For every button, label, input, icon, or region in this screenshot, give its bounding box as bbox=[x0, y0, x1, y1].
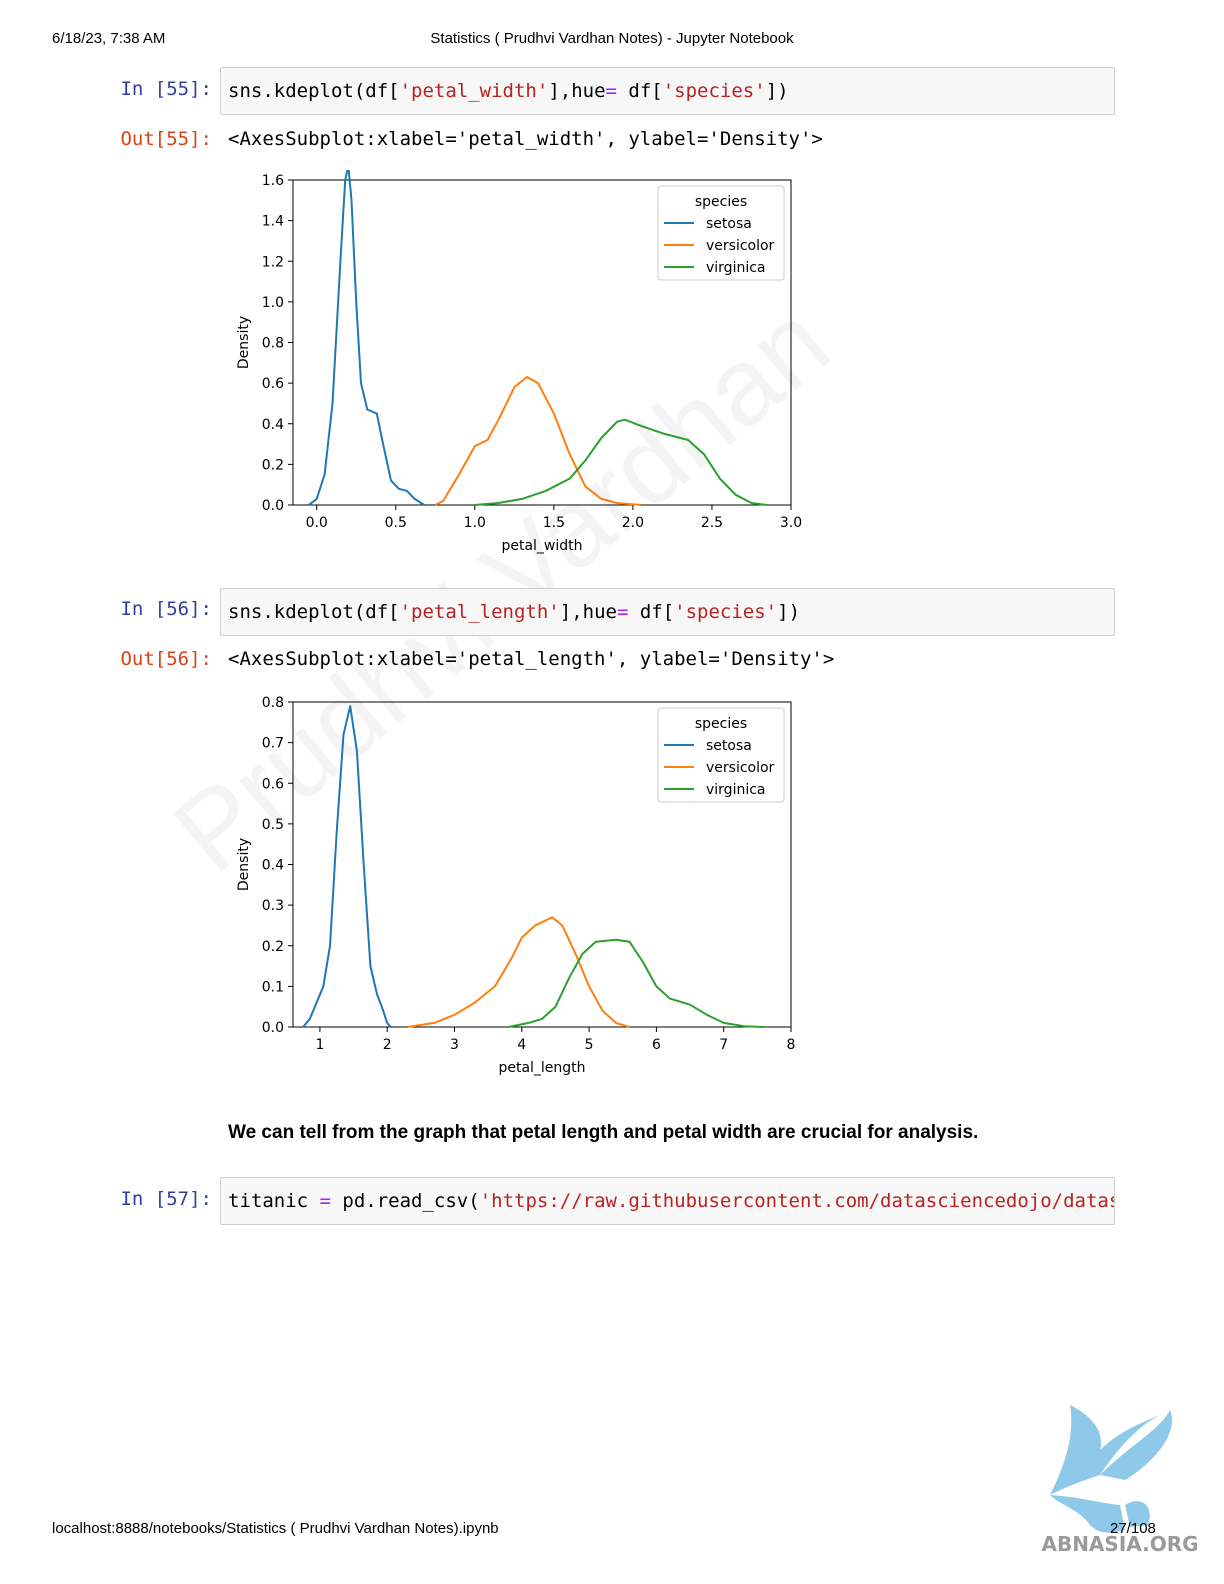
code-string: 'petal_width' bbox=[399, 80, 549, 102]
code-token: ]) bbox=[777, 601, 801, 623]
code-cell-input[interactable]: sns.kdeplot(df['petal_width'],hue= df['s… bbox=[220, 67, 1115, 115]
y-tick-label: 1.4 bbox=[262, 214, 284, 230]
logo-text: ABNASIA.ORG bbox=[1041, 1532, 1198, 1555]
x-tick-label: 3.0 bbox=[780, 515, 802, 531]
y-tick-label: 0.4 bbox=[262, 417, 284, 433]
code-token: ],hue bbox=[548, 80, 606, 102]
y-tick-label: 0.1 bbox=[262, 979, 284, 995]
x-tick-label: 3 bbox=[450, 1037, 459, 1053]
y-tick-label: 0.4 bbox=[262, 858, 284, 874]
y-tick-label: 0.7 bbox=[262, 736, 284, 752]
code-cell-input[interactable]: sns.kdeplot(df['petal_length'],hue= df['… bbox=[220, 588, 1115, 636]
x-tick-label: 1.0 bbox=[464, 515, 486, 531]
y-tick-label: 0.0 bbox=[262, 498, 284, 514]
code-token: titanic bbox=[228, 1190, 320, 1212]
x-tick-label: 5 bbox=[585, 1037, 594, 1053]
x-tick-label: 0.5 bbox=[385, 515, 407, 531]
y-axis-label: Density bbox=[236, 316, 252, 369]
output-text: <AxesSubplot:xlabel='petal_length', ylab… bbox=[228, 648, 835, 670]
notebook-title: Statistics ( Prudhvi Vardhan Notes) - Ju… bbox=[430, 30, 794, 47]
x-tick-label: 4 bbox=[517, 1037, 526, 1053]
y-tick-label: 0.6 bbox=[262, 376, 284, 392]
series-line-setosa bbox=[302, 705, 392, 1028]
series-line-versicolor bbox=[434, 376, 641, 506]
output-prompt: Out[55]: bbox=[120, 128, 212, 150]
x-tick-label: 2.5 bbox=[701, 515, 723, 531]
x-tick-label: 1.5 bbox=[543, 515, 565, 531]
legend-box bbox=[657, 707, 785, 803]
legend-title: species bbox=[695, 716, 747, 732]
y-tick-label: 1.0 bbox=[262, 295, 284, 311]
x-tick-label: 7 bbox=[719, 1037, 728, 1053]
print-header: 6/18/23, 7:38 AM Statistics ( Prudhvi Va… bbox=[52, 30, 1172, 50]
x-axis-label: petal_width bbox=[501, 538, 582, 554]
y-tick-label: 0.6 bbox=[262, 776, 284, 792]
code-string: 'species' bbox=[662, 80, 766, 102]
y-axis-label: Density bbox=[236, 838, 252, 891]
series-line-versicolor bbox=[407, 916, 630, 1028]
legend-title: species bbox=[695, 194, 747, 210]
code-token: pd.read_csv( bbox=[330, 1190, 480, 1212]
y-tick-label: 0.0 bbox=[262, 1020, 284, 1036]
code-token: sns.kdeplot(df[ bbox=[228, 80, 400, 102]
x-tick-label: 1 bbox=[315, 1037, 324, 1053]
code-operator: = bbox=[605, 80, 617, 102]
y-tick-label: 0.2 bbox=[262, 457, 284, 473]
y-tick-label: 0.8 bbox=[262, 336, 284, 352]
series-line-setosa bbox=[308, 170, 425, 506]
page-number: 27/108 bbox=[1110, 1520, 1156, 1537]
code-operator: = bbox=[616, 601, 629, 623]
code-string: 'https://raw.githubusercontent.com/datas… bbox=[479, 1190, 1115, 1212]
x-tick-label: 2.0 bbox=[622, 515, 644, 531]
series-line-virginica bbox=[474, 418, 768, 506]
kde-plot-petal-length: 0.0 0.1 0.2 0.3 0.4 0.5 0.6 0.7 0.8 1 2 3 4 5 6 7 8 petal… bbox=[236, 695, 796, 1076]
y-tick-label: 1.6 bbox=[262, 173, 284, 189]
legend-label-versicolor: versicolor bbox=[706, 238, 775, 254]
code-cell-input[interactable]: titanic = pd.read_csv('https://raw.githu… bbox=[220, 1177, 1115, 1225]
code-token: df[ bbox=[628, 601, 675, 623]
legend-label-virginica: virginica bbox=[706, 260, 766, 276]
x-tick-label: 8 bbox=[787, 1037, 796, 1053]
x-tick-label: 6 bbox=[652, 1037, 661, 1053]
x-tick-label: 0.0 bbox=[306, 515, 328, 531]
legend-label-versicolor: versicolor bbox=[706, 760, 775, 776]
legend-box bbox=[657, 185, 785, 281]
input-prompt: In [57]: bbox=[120, 1188, 212, 1210]
abnasia-logo: ABNASIA.ORG bbox=[1041, 1405, 1199, 1555]
markdown-text: We can tell from the graph that petal le… bbox=[228, 1122, 979, 1143]
code-token: ],hue bbox=[559, 601, 617, 623]
input-prompt: In [55]: bbox=[120, 78, 212, 100]
series-line-virginica bbox=[508, 938, 765, 1028]
print-datetime: 6/18/23, 7:38 AM bbox=[52, 30, 166, 47]
code-string: 'petal_length' bbox=[399, 601, 560, 623]
x-tick-label: 2 bbox=[383, 1037, 392, 1053]
output-prompt: Out[56]: bbox=[120, 648, 212, 670]
output-text: <AxesSubplot:xlabel='petal_width', ylabe… bbox=[228, 128, 823, 150]
code-token: ]) bbox=[765, 80, 789, 102]
x-axis-label: petal_length bbox=[498, 1060, 585, 1076]
code-operator: = bbox=[319, 1190, 331, 1212]
y-tick-label: 0.8 bbox=[262, 695, 284, 711]
legend-label-virginica: virginica bbox=[706, 782, 766, 798]
y-tick-label: 1.2 bbox=[262, 254, 284, 270]
code-token: df[ bbox=[616, 80, 663, 102]
y-tick-label: 0.3 bbox=[262, 898, 284, 914]
kde-plot-petal-width: 0.0 0.2 0.4 0.6 0.8 1.0 1.2 1.4 1.6 0.0 0.5 1.0 1.5 2… bbox=[236, 170, 802, 554]
code-token: sns.kdeplot(df[ bbox=[228, 601, 400, 623]
legend-label-setosa: setosa bbox=[706, 216, 752, 232]
input-prompt: In [56]: bbox=[120, 598, 212, 620]
code-string: 'species' bbox=[674, 601, 778, 623]
y-tick-label: 0.2 bbox=[262, 939, 284, 955]
y-tick-label: 0.5 bbox=[262, 817, 284, 833]
footer-url: localhost:8888/notebooks/Statistics ( Pr… bbox=[52, 1520, 499, 1537]
legend-label-setosa: setosa bbox=[706, 738, 752, 754]
